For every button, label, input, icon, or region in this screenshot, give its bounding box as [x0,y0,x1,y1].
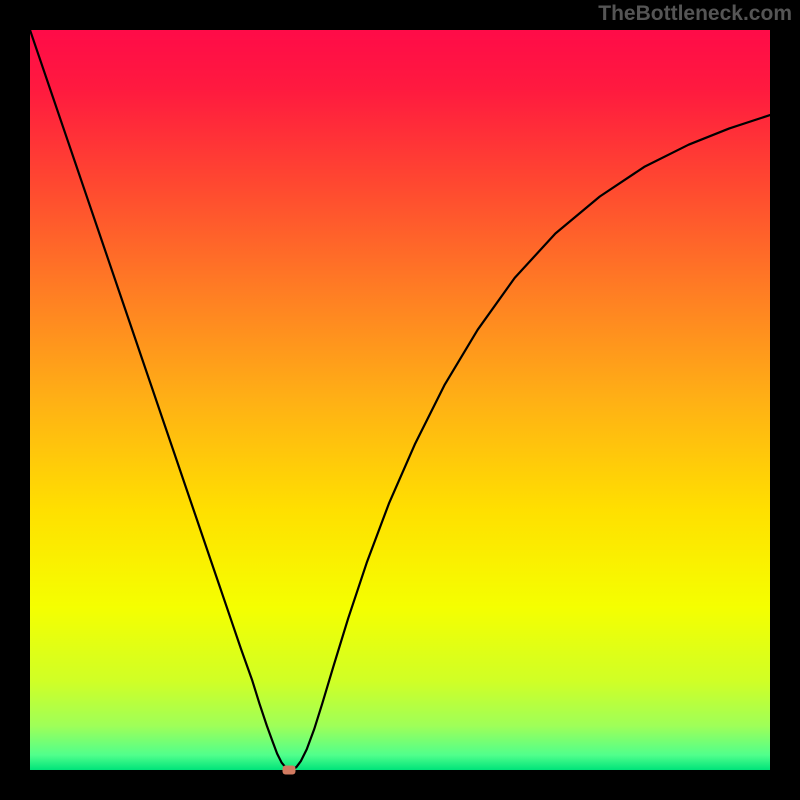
bottleneck-curve [30,30,770,770]
chart-container: TheBottleneck.com [0,0,800,800]
curve-svg [30,30,770,770]
plot-area [30,30,770,770]
minimum-marker [283,766,296,775]
watermark-text: TheBottleneck.com [598,2,792,26]
